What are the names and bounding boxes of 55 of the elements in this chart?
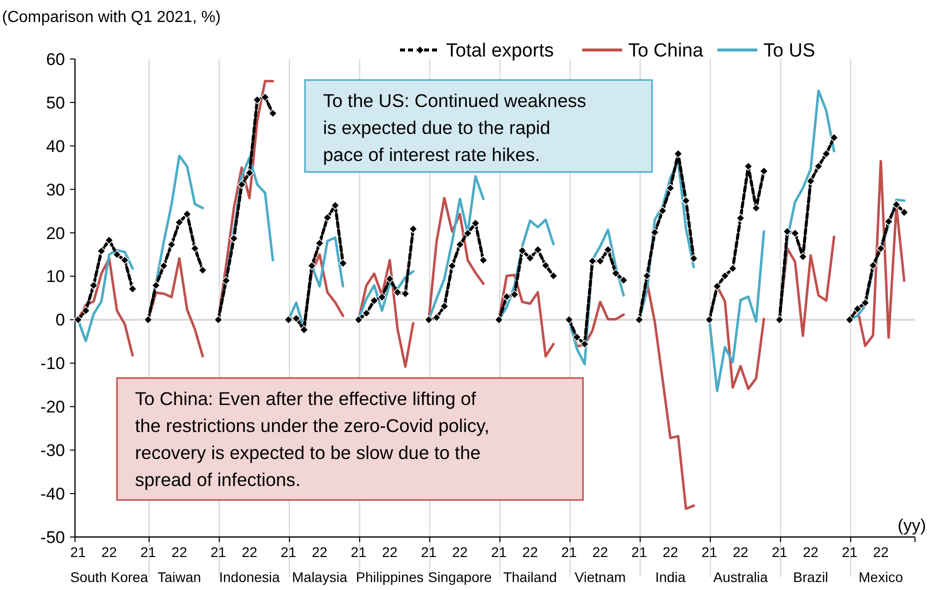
x-tick-label: 22 bbox=[802, 544, 819, 560]
text: South Korea bbox=[70, 569, 148, 585]
x-tick-label: 21 bbox=[140, 544, 156, 560]
x-tick-label: 21 bbox=[420, 544, 437, 560]
x-tick-label: 21 bbox=[280, 544, 296, 560]
x-tick-label: 21 bbox=[842, 544, 858, 560]
y-tick-label: 10 bbox=[46, 267, 65, 286]
text: Mexico bbox=[858, 569, 904, 585]
text: Brazil bbox=[793, 569, 828, 585]
x-tick-label: 22 bbox=[522, 544, 538, 560]
x-tick-label: 22 bbox=[172, 544, 188, 560]
y-tick-label: -30 bbox=[40, 441, 65, 460]
text: Philippines bbox=[356, 569, 424, 585]
annotation: To the US: Continued weakness is expected due to the rapid pace of interest rate hikes. bbox=[323, 90, 586, 165]
y-tick-label: 20 bbox=[46, 224, 65, 243]
x-tick-label: 21 bbox=[631, 544, 648, 560]
x-tick-label: 21 bbox=[491, 544, 507, 560]
y-tick-label: 60 bbox=[46, 50, 65, 69]
x-tick-label: 22 bbox=[242, 544, 258, 560]
text: Taiwan bbox=[158, 569, 202, 585]
x-tick-label: 22 bbox=[101, 544, 118, 560]
y-tick-label: -20 bbox=[40, 398, 65, 417]
y-axis-title: (Comparison with Q1 2021, %) bbox=[2, 9, 221, 26]
text: Indonesia bbox=[219, 569, 280, 585]
text: Thailand bbox=[503, 569, 557, 585]
x-tick-label: 22 bbox=[452, 544, 468, 560]
y-tick-label: 50 bbox=[46, 93, 65, 112]
y-tick-label: 0 bbox=[56, 310, 65, 330]
x-axis-title: (yy) bbox=[898, 516, 926, 535]
x-tick-label: 22 bbox=[732, 544, 749, 560]
y-tick-label: -40 bbox=[40, 484, 65, 504]
x-tick-label: 21 bbox=[561, 544, 578, 560]
y-tick-label: -10 bbox=[40, 354, 65, 374]
text: India bbox=[655, 569, 686, 585]
x-tick-label: 22 bbox=[592, 544, 608, 560]
legend-label: Total exports bbox=[446, 40, 554, 62]
x-tick-label: 22 bbox=[312, 544, 328, 560]
x-tick-label: 22 bbox=[873, 544, 889, 560]
x-tick-label: 22 bbox=[662, 544, 678, 560]
text: Malaysia bbox=[292, 569, 348, 585]
y-tick-label: -50 bbox=[40, 528, 65, 547]
legend-label: To US bbox=[763, 40, 816, 62]
x-tick-label: 21 bbox=[702, 544, 718, 560]
text: Australia bbox=[713, 569, 768, 585]
x-tick-label: 21 bbox=[210, 544, 226, 560]
legend-label: To China bbox=[628, 40, 704, 62]
x-tick-label: 21 bbox=[70, 544, 86, 560]
annotation: To China: Even after the effective lifting of the restrictions under the zero-Covid policy, recovery is expected to be slow due to the spread of infections. bbox=[135, 388, 490, 490]
x-tick-label: 22 bbox=[382, 544, 398, 560]
text: Vietnam bbox=[574, 569, 626, 585]
text: Singapore bbox=[428, 569, 492, 585]
y-tick-label: 30 bbox=[46, 180, 65, 200]
y-tick-label: 40 bbox=[46, 136, 65, 156]
x-tick-label: 21 bbox=[350, 544, 367, 560]
x-tick-label: 21 bbox=[772, 544, 788, 560]
